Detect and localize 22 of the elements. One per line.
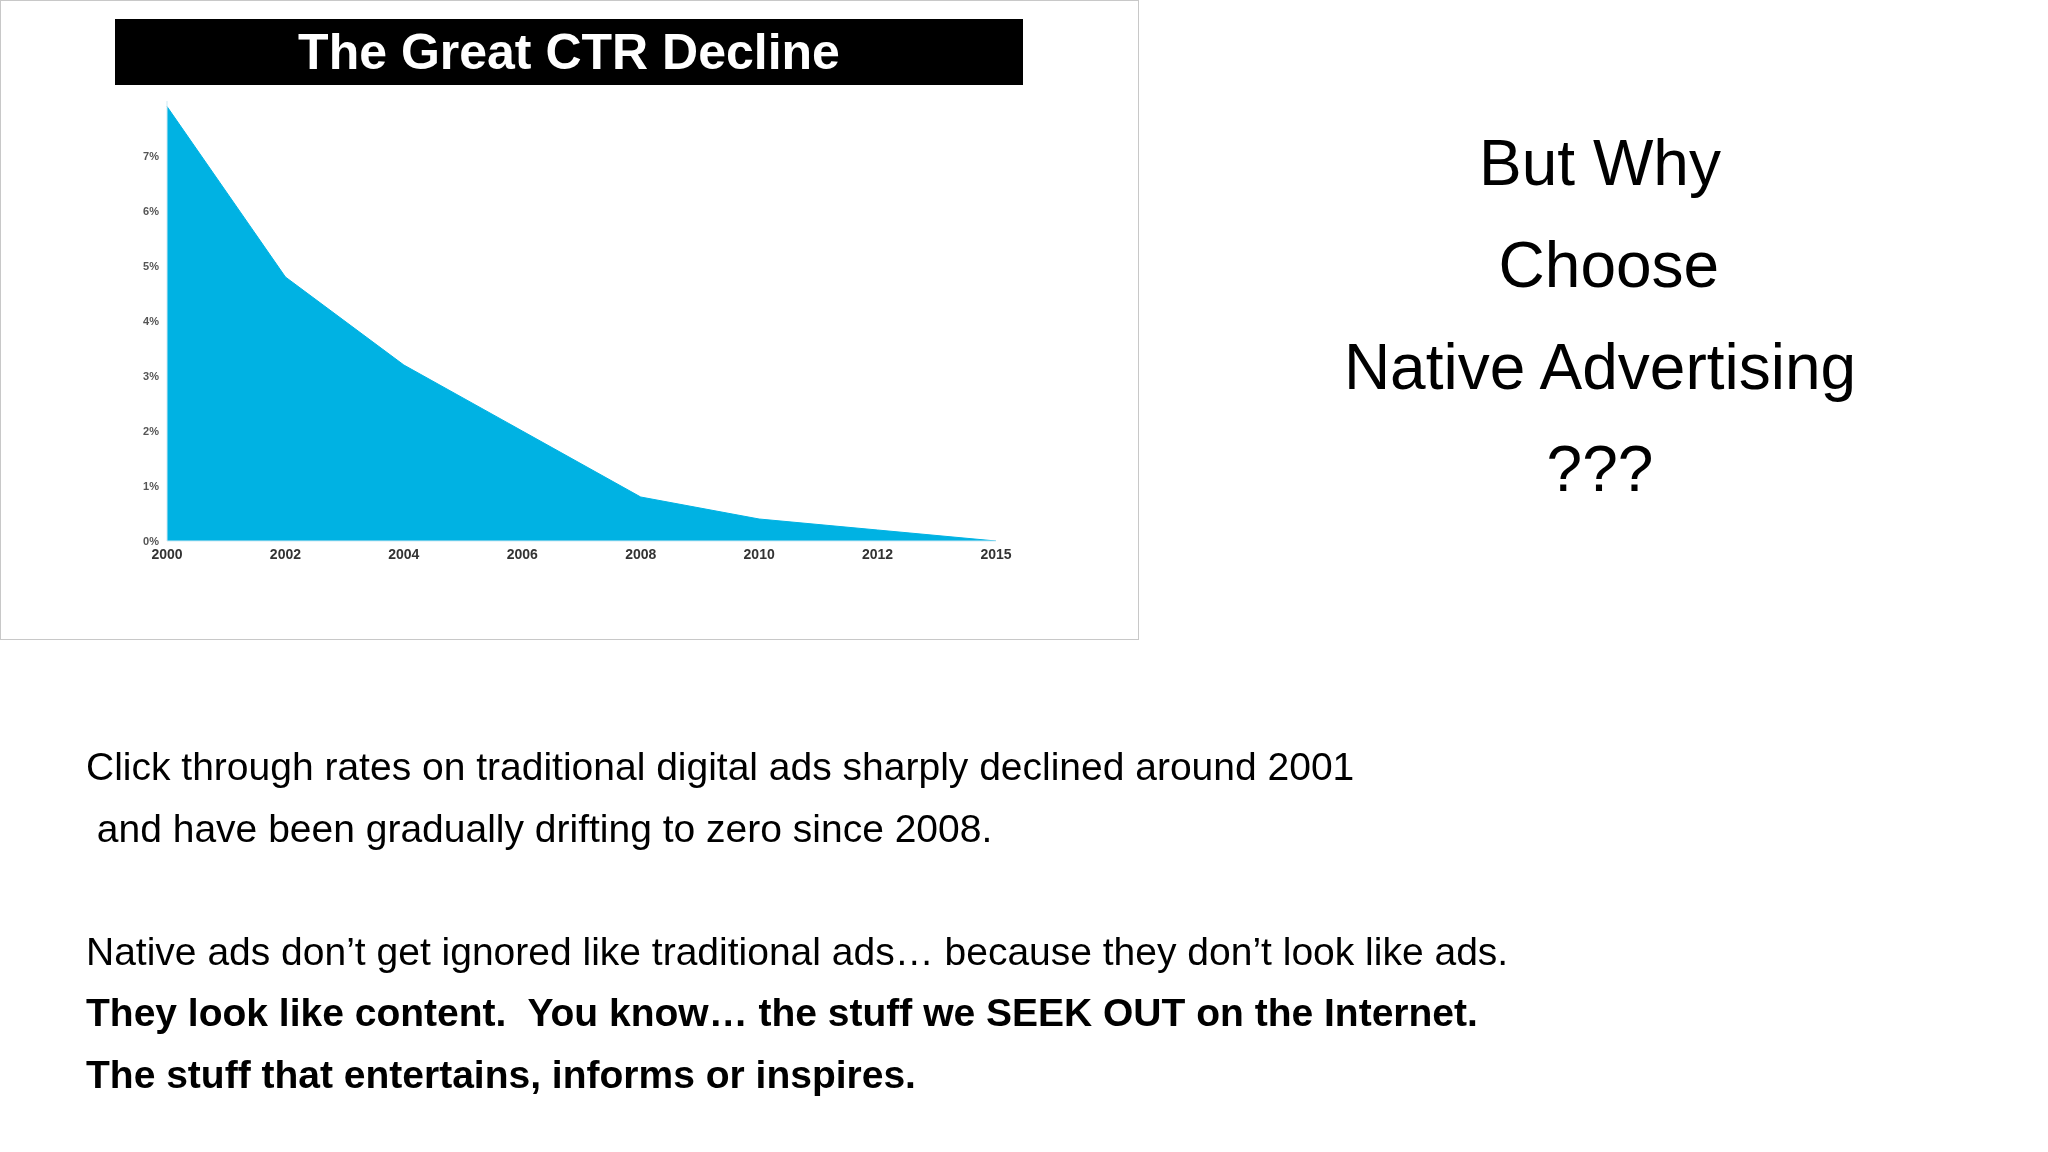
- text: The stuff that entertains, informs or inspires.: [86, 1052, 916, 1098]
- text: Click through rates on traditional digital ads sharply declined around 2001 and have been gradually drifting to zero since 2008.: [86, 744, 1355, 852]
- y-tick-label: 3%: [143, 369, 160, 382]
- x-tick-label: 2000: [151, 545, 183, 562]
- y-tick-label: 6%: [143, 204, 160, 217]
- x-tick-label: 2002: [269, 545, 302, 562]
- chart-title: The Great CTR Decline: [115, 19, 1023, 85]
- y-tick-label: 4%: [143, 314, 160, 327]
- y-tick-label: 0%: [143, 534, 160, 547]
- y-tick-label: 2%: [143, 424, 160, 437]
- text: Native ads don’t get ignored like traditional ads… because they don’t look like ads.: [86, 929, 1509, 975]
- x-tick-label: 2004: [388, 545, 420, 562]
- text: They look like content. You know… the stuff we SEEK OUT on the Internet.: [86, 990, 1478, 1036]
- x-tick-label: 2008: [625, 545, 657, 562]
- x-tick-label: 2006: [506, 545, 539, 562]
- x-tick-label: 2015: [980, 545, 1012, 562]
- y-tick-label: 5%: [143, 259, 160, 272]
- x-tick-label: 2010: [743, 545, 775, 562]
- text: But Why Choose Native Advertising ???: [1342, 126, 1858, 507]
- y-tick-label: 7%: [143, 149, 160, 162]
- y-tick-label: 1%: [143, 479, 160, 492]
- x-tick-label: 2012: [861, 545, 894, 562]
